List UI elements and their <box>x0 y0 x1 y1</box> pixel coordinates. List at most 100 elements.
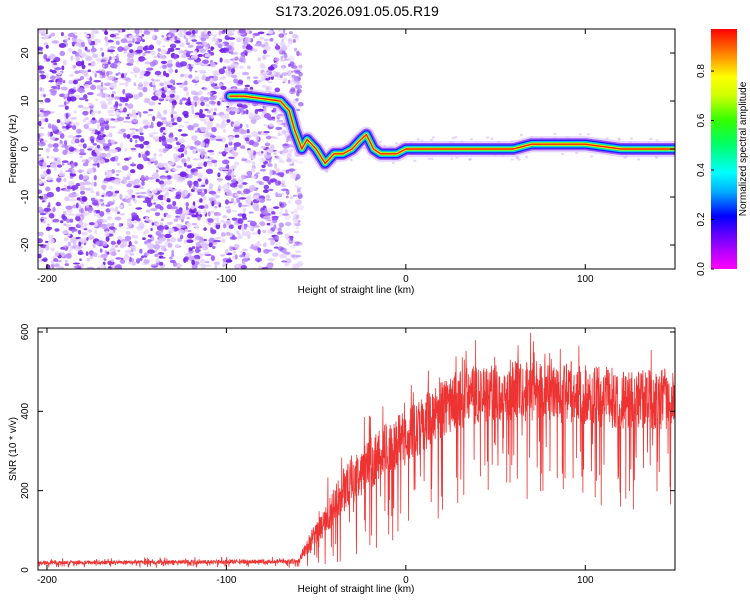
noise-speck <box>295 174 301 180</box>
noise-speck <box>165 121 169 127</box>
noise-speck <box>139 186 145 190</box>
noise-speck <box>126 57 131 63</box>
noise-speck <box>77 266 82 269</box>
noise-speck <box>97 110 101 115</box>
noise-speck <box>158 53 163 57</box>
noise-speck <box>152 136 158 141</box>
noise-speck <box>114 101 119 107</box>
noise-speck <box>118 82 126 86</box>
noise-speck <box>248 211 254 214</box>
noise-speck <box>220 85 227 90</box>
noise-speck <box>85 55 93 62</box>
noise-speck <box>100 81 104 88</box>
noise-speck <box>56 119 61 124</box>
noise-speck <box>218 30 222 36</box>
noise-speck <box>184 73 188 79</box>
noise-speck <box>93 156 97 162</box>
noise-speck <box>280 45 288 51</box>
noise-speck <box>267 66 275 71</box>
noise-speck <box>61 214 66 220</box>
noise-speck <box>108 226 116 230</box>
noise-speck <box>248 150 254 155</box>
noise-speck <box>111 91 117 95</box>
noise-speck <box>135 258 141 264</box>
noise-speck <box>38 238 43 244</box>
noise-speck <box>104 148 110 152</box>
noise-speck <box>160 60 168 64</box>
noise-speck <box>217 178 222 182</box>
noise-speck <box>143 80 149 87</box>
noise-speck <box>201 242 208 248</box>
noise-speck <box>251 131 259 137</box>
noise-speck <box>47 223 50 226</box>
noise-speck <box>273 152 277 155</box>
noise-speck <box>83 31 88 35</box>
noise-speck <box>271 211 276 215</box>
noise-speck <box>97 240 104 244</box>
noise-speck <box>222 119 226 124</box>
noise-speck <box>169 238 177 243</box>
noise-speck <box>200 258 206 264</box>
noise-speck <box>48 80 55 83</box>
noise-speck <box>289 195 294 200</box>
noise-speck <box>186 50 191 55</box>
noise-speck <box>161 35 165 38</box>
noise-speck <box>123 107 127 113</box>
noise-speck <box>69 249 72 254</box>
noise-speck <box>126 52 135 59</box>
noise-speck <box>124 35 127 39</box>
noise-speck <box>236 190 242 194</box>
noise-speck <box>116 114 121 118</box>
noise-speck <box>156 39 162 46</box>
noise-speck <box>169 259 176 264</box>
noise-speck <box>273 41 277 45</box>
noise-speck <box>252 203 259 210</box>
noise-speck <box>227 66 231 71</box>
noise-speck <box>71 185 79 190</box>
noise-speck <box>96 124 100 129</box>
noise-speck <box>64 263 70 266</box>
noise-speck <box>145 144 151 149</box>
noise-speck <box>143 259 150 264</box>
noise-speck <box>78 174 84 181</box>
noise-speck <box>226 105 230 108</box>
noise-speck <box>50 247 55 252</box>
noise-speck <box>169 79 176 84</box>
y-tick-label: 10 <box>20 95 31 107</box>
noise-speck <box>629 137 634 140</box>
noise-speck <box>85 34 90 38</box>
noise-speck <box>292 39 296 43</box>
noise-speck <box>63 184 68 189</box>
noise-speck <box>134 240 138 245</box>
noise-speck <box>191 63 195 68</box>
noise-speck <box>101 195 104 197</box>
noise-speck <box>180 133 188 137</box>
noise-speck <box>152 87 157 91</box>
noise-speck <box>78 221 84 226</box>
noise-speck <box>268 123 274 127</box>
noise-speck <box>255 198 262 201</box>
noise-speck <box>64 118 70 124</box>
noise-speck <box>293 69 301 73</box>
noise-speck <box>118 223 122 228</box>
noise-speck <box>269 38 274 42</box>
noise-speck <box>170 189 178 191</box>
noise-speck <box>267 81 273 84</box>
noise-speck <box>56 71 62 76</box>
noise-speck <box>161 88 164 92</box>
noise-speck <box>225 174 232 181</box>
noise-speck <box>140 174 145 181</box>
noise-speck <box>201 129 205 133</box>
noise-speck <box>252 150 257 156</box>
noise-speck <box>95 58 102 62</box>
noise-speck <box>126 37 134 40</box>
noise-speck <box>127 103 134 109</box>
noise-speck <box>107 216 113 220</box>
noise-speck <box>60 121 65 127</box>
noise-speck <box>63 140 68 146</box>
noise-speck <box>229 110 236 116</box>
noise-speck <box>104 36 108 42</box>
noise-speck <box>65 113 69 119</box>
noise-speck <box>129 49 134 54</box>
noise-speck <box>197 178 202 182</box>
